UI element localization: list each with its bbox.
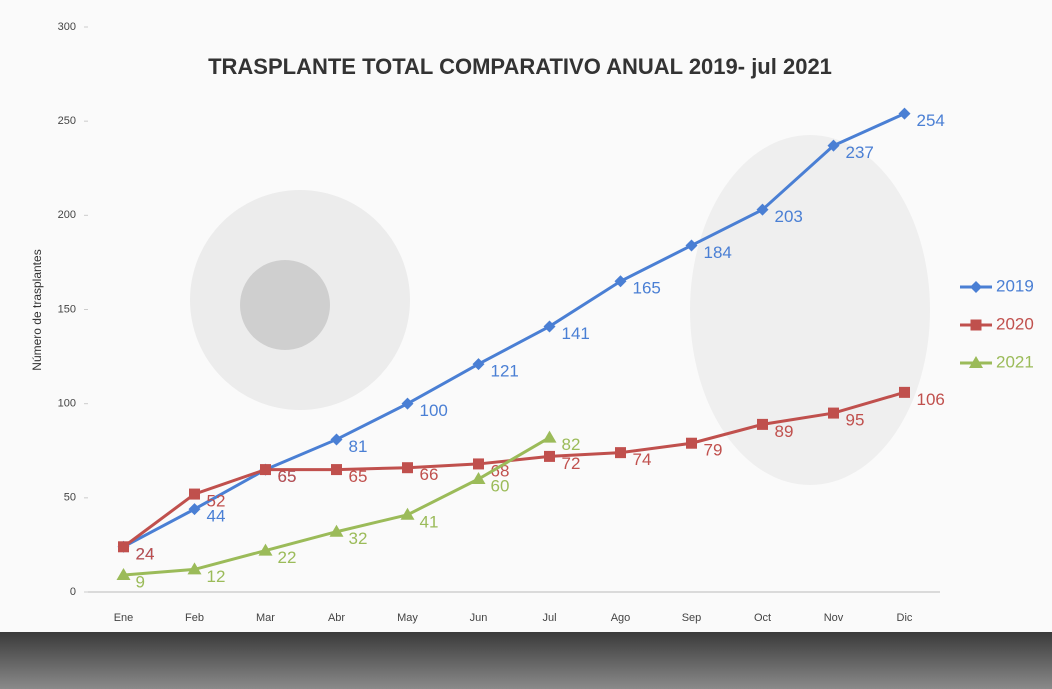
y-tick-label: 150 <box>58 303 76 315</box>
legend-label: 2019 <box>996 276 1034 295</box>
y-tick-label: 200 <box>58 209 76 221</box>
x-tick-label: Sep <box>682 612 702 624</box>
data-label: 89 <box>775 422 794 441</box>
point <box>827 139 840 152</box>
x-tick-label: Abr <box>328 612 345 624</box>
data-label: 65 <box>278 467 297 486</box>
point <box>116 568 131 581</box>
point <box>189 488 200 500</box>
point <box>471 472 486 484</box>
x-tick-label: Jul <box>542 612 556 624</box>
x-tick-label: Mar <box>256 612 275 624</box>
data-label: 100 <box>420 401 448 420</box>
data-label: 24 <box>136 544 155 563</box>
point <box>472 358 485 371</box>
x-tick-label: Jun <box>470 612 488 624</box>
data-label: 237 <box>846 143 874 162</box>
data-label: 165 <box>633 279 661 298</box>
legend-marker <box>969 356 983 368</box>
point <box>402 462 413 474</box>
point <box>899 386 910 398</box>
data-label: 65 <box>278 467 297 486</box>
data-label: 65 <box>349 467 368 486</box>
decor-iris <box>240 260 330 350</box>
data-label: 82 <box>562 435 581 454</box>
point <box>188 503 201 516</box>
point <box>756 203 769 216</box>
point <box>187 562 202 575</box>
data-label: 60 <box>491 476 510 495</box>
point <box>329 524 344 537</box>
series-line <box>122 390 905 549</box>
y-axis-label: Número de trasplantes <box>30 249 44 370</box>
y-tick-label: 50 <box>64 492 76 504</box>
series-line <box>122 112 906 549</box>
data-label: 44 <box>207 507 226 526</box>
data-label: 72 <box>562 454 581 473</box>
legend-marker <box>970 281 982 293</box>
data-label: 66 <box>420 465 439 484</box>
point <box>615 447 626 459</box>
data-label: 12 <box>207 567 226 586</box>
point <box>543 320 556 333</box>
decor-kidney <box>690 135 930 485</box>
legend-marker <box>970 319 982 331</box>
data-label: 68 <box>491 461 510 480</box>
data-label: 41 <box>420 512 439 531</box>
y-tick-label: 100 <box>58 398 76 410</box>
data-label: 74 <box>633 450 652 469</box>
x-tick-label: Ene <box>114 612 134 624</box>
point <box>260 464 271 476</box>
x-tick-label: Feb <box>185 612 204 624</box>
point <box>544 450 555 462</box>
point <box>614 275 627 288</box>
point <box>898 107 911 120</box>
point <box>330 433 343 446</box>
data-label: 95 <box>846 411 865 430</box>
point <box>258 543 273 556</box>
point <box>331 464 342 476</box>
x-tick-label: Ago <box>611 612 631 624</box>
data-label: 52 <box>207 492 226 511</box>
legend-label: 2021 <box>996 352 1034 371</box>
data-label: 141 <box>562 324 590 343</box>
y-tick-label: 250 <box>58 115 76 127</box>
footer-band <box>0 632 1052 689</box>
x-tick-label: May <box>397 612 418 624</box>
x-tick-label: Nov <box>824 612 844 624</box>
data-label: 184 <box>704 243 732 262</box>
data-label: 22 <box>278 548 297 567</box>
point <box>400 507 415 520</box>
data-label: 24 <box>136 544 155 563</box>
point <box>118 541 129 553</box>
data-label: 32 <box>349 529 368 548</box>
y-tick-label: 300 <box>58 21 76 33</box>
point <box>686 437 697 449</box>
data-label: 9 <box>136 573 145 592</box>
data-label: 79 <box>704 441 723 460</box>
legend-label: 2020 <box>996 314 1034 333</box>
y-tick-label: 0 <box>70 586 76 598</box>
x-tick-label: Dic <box>897 612 913 624</box>
data-label: 106 <box>917 390 945 409</box>
x-tick-label: Oct <box>754 612 771 624</box>
point <box>757 418 768 430</box>
point <box>401 397 414 410</box>
data-label: 203 <box>775 207 803 226</box>
data-label: 121 <box>491 362 519 381</box>
point <box>473 458 484 470</box>
chart-title: TRASPLANTE TOTAL COMPARATIVO ANUAL 2019-… <box>208 54 832 79</box>
data-label: 254 <box>917 111 945 130</box>
point <box>685 239 698 252</box>
data-label: 81 <box>349 437 368 456</box>
point <box>828 407 839 419</box>
point <box>542 430 557 443</box>
